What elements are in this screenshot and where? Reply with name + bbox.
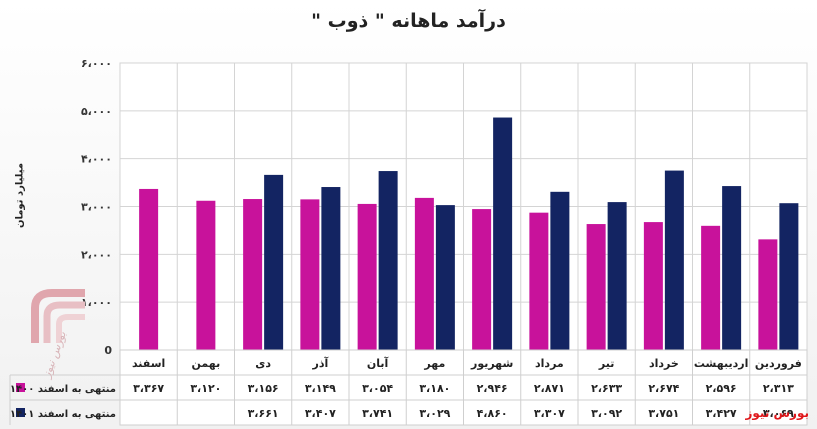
x-tick-label: تیر: [598, 357, 614, 370]
bar-series-1401: [435, 205, 455, 350]
y-tick-label: ۳،۰۰۰: [81, 201, 112, 214]
bar-series-1401: [378, 171, 398, 350]
data-label: ۲،۹۴۶: [477, 382, 508, 395]
bar-series-1400: [529, 212, 549, 350]
bar-series-1401: [607, 202, 627, 350]
bar-series-1400: [300, 199, 320, 350]
data-label: ۳،۳۶۷: [133, 382, 164, 395]
chart-title: درآمد ماهانه " ذوب ": [311, 10, 506, 32]
legend-label: منتهی به اسفند ۱۴۰۰: [10, 384, 116, 395]
y-tick-label: ۵،۰۰۰: [81, 105, 112, 118]
data-label: ۳،۱۲۰: [190, 382, 221, 395]
data-label: ۲،۵۹۶: [706, 382, 737, 395]
data-label: ۳،۷۵۱: [648, 407, 679, 420]
data-label: ۳،۱۵۶: [248, 382, 279, 395]
x-tick-label: خرداد: [649, 357, 679, 370]
x-tick-label: فروردین: [755, 357, 802, 370]
bar-series-1401: [321, 187, 341, 350]
bar-series-1400: [243, 199, 263, 350]
bar-series-1400: [196, 200, 216, 350]
data-label: ۳،۱۸۰: [419, 382, 450, 395]
data-label: ۳،۰۹۲: [591, 407, 622, 420]
bar-series-1401: [722, 186, 742, 350]
data-label: ۳،۰۶۹: [763, 407, 794, 420]
bar-series-1401: [664, 170, 684, 350]
data-label: ۳،۱۴۹: [305, 382, 336, 395]
x-tick-label: بهمن: [192, 357, 221, 370]
y-tick-label: ۱،۰۰۰: [81, 296, 112, 309]
bar-series-1401: [493, 117, 513, 350]
legend-swatch: [16, 383, 25, 392]
y-tick-label: ۲،۰۰۰: [81, 248, 112, 261]
x-tick-label: اردیبهشت: [694, 357, 748, 370]
legend-swatch: [16, 408, 25, 417]
bar-series-1401: [779, 203, 799, 350]
brand-text: بورس نیوز: [745, 406, 809, 420]
bar-series-1400: [758, 239, 778, 350]
data-label: ۲،۸۷۱: [534, 382, 565, 395]
legend-label: منتهی به اسفند ۱۴۰۱: [10, 409, 116, 420]
data-label: ۲،۶۷۴: [648, 382, 679, 395]
data-label: ۴،۸۶۰: [477, 407, 508, 420]
data-label: ۳،۰۵۴: [362, 382, 393, 395]
bar-series-1400: [701, 225, 721, 350]
bar-series-1400: [139, 188, 159, 350]
x-tick-label: آبان: [367, 356, 389, 370]
bar-series-1400: [586, 224, 606, 350]
data-label: ۳،۷۴۱: [362, 407, 393, 420]
x-tick-label: شهریور: [470, 357, 513, 370]
y-tick-label: ۶،۰۰۰: [81, 57, 112, 70]
bar-series-1401: [264, 174, 284, 350]
x-tick-label: آذر: [312, 356, 329, 370]
x-tick-label: مرداد: [535, 357, 564, 370]
data-label: ۳،۴۰۷: [305, 407, 336, 420]
data-label: ۲،۶۳۳: [591, 382, 622, 395]
bar-series-1400: [357, 203, 377, 350]
x-tick-label: دی: [255, 357, 271, 370]
x-tick-label: مهر: [423, 357, 445, 370]
y-tick-label: 0: [104, 344, 112, 357]
bar-series-1400: [643, 222, 663, 350]
bar-series-1400: [472, 209, 492, 350]
y-tick-label: ۴،۰۰۰: [81, 153, 112, 166]
data-label: ۳،۰۲۹: [419, 407, 450, 420]
bar-series-1400: [414, 197, 434, 350]
data-label: ۳،۴۲۷: [706, 407, 737, 420]
x-tick-label: اسفند: [132, 357, 165, 370]
data-label: ۳،۶۶۱: [248, 407, 279, 420]
bar-series-1401: [550, 191, 570, 350]
data-label: ۳،۳۰۷: [534, 407, 565, 420]
data-label: ۲،۳۱۳: [763, 382, 794, 395]
